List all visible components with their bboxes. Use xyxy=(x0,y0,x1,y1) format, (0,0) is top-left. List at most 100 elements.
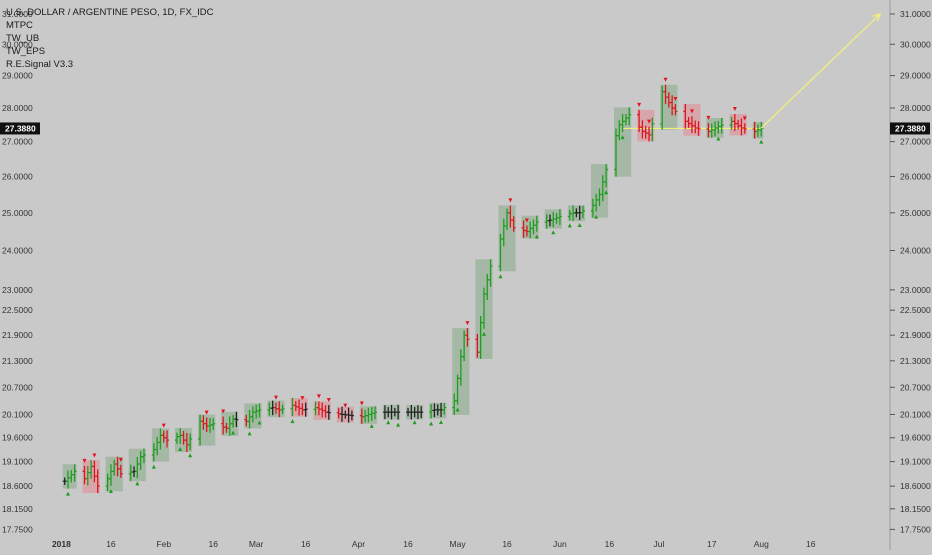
signal-marker-76 xyxy=(412,420,417,425)
left-price-tick-2: 18.6000 xyxy=(2,481,33,491)
indicator-re-signal[interactable]: R.E.Signal V3.3 xyxy=(6,59,74,70)
right-price-tick-13: 26.0000 xyxy=(900,172,931,182)
projection-arrow-layer xyxy=(760,12,882,129)
signal-marker-100 xyxy=(524,218,529,223)
right-price-tick-17: 30.0000 xyxy=(900,39,931,49)
right-price-tick-1: 18.1500 xyxy=(900,504,931,514)
signal-marker-67 xyxy=(369,423,374,428)
left-price-tick-13: 26.0000 xyxy=(2,172,33,182)
left-price-axis[interactable]: 17.7500 18.1500 18.6000 19.1000 19.6000 20.10… xyxy=(0,9,40,534)
signal-marker-7 xyxy=(92,453,97,458)
time-tick-8: May xyxy=(450,539,467,549)
projection-arrowhead-0 xyxy=(872,12,882,22)
signal-marker-46 xyxy=(273,395,278,400)
last-price-badge-text-left: 27.3880 xyxy=(5,123,36,133)
time-tick-9: 16 xyxy=(502,539,512,549)
left-price-tick-3: 19.1000 xyxy=(2,457,33,467)
left-price-tick-6: 20.7000 xyxy=(2,382,33,392)
left-price-tick-5: 20.1000 xyxy=(2,409,33,419)
signal-marker-4 xyxy=(82,458,87,463)
indicator-mtpc[interactable]: MTPC xyxy=(6,20,33,31)
signal-marker-1 xyxy=(66,491,71,496)
signal-marker-88 xyxy=(465,321,470,326)
signal-marker-10 xyxy=(108,489,113,494)
last-price-badge-right xyxy=(890,122,930,135)
right-price-tick-7: 21.3000 xyxy=(900,356,931,366)
left-price-tick-4: 19.6000 xyxy=(2,433,33,443)
signal-marker-133 xyxy=(673,96,678,101)
signal-marker-124 xyxy=(637,102,642,107)
week-box-0 xyxy=(62,464,77,489)
left-price-tick-17: 30.0000 xyxy=(2,39,33,49)
chart-legend: U.S. DOLLAR / ARGENTINE PESO, 1D, FX_IDC… xyxy=(6,6,213,71)
right-price-tick-16: 29.0000 xyxy=(900,71,931,81)
signal-marker-91 xyxy=(481,331,486,336)
right-price-tick-6: 20.7000 xyxy=(900,382,931,392)
right-price-tick-12: 25.0000 xyxy=(900,208,931,218)
signal-marker-34 xyxy=(221,409,226,414)
time-tick-13: 17 xyxy=(707,539,717,549)
right-price-tick-4: 19.6000 xyxy=(900,433,931,443)
signal-marker-22 xyxy=(161,423,166,428)
last-price-badge-text-right: 27.3880 xyxy=(895,123,926,133)
signal-marker-130 xyxy=(663,77,668,82)
signal-marker-151 xyxy=(759,139,764,144)
signal-marker-145 xyxy=(732,106,737,111)
signal-marker-13 xyxy=(118,457,123,462)
right-price-tick-0: 17.7500 xyxy=(900,524,931,534)
box-layer xyxy=(62,84,764,494)
signal-marker-43 xyxy=(257,420,262,425)
time-tick-5: 16 xyxy=(301,539,311,549)
right-price-tick-5: 20.1000 xyxy=(900,409,931,419)
signal-marker-31 xyxy=(204,410,209,415)
right-price-tick-11: 24.0000 xyxy=(900,246,931,256)
time-tick-2: Feb xyxy=(156,539,171,549)
last-price-badge-left xyxy=(0,122,40,135)
signal-marker-70 xyxy=(386,420,391,425)
signal-marker-97 xyxy=(508,198,513,203)
signal-marker-136 xyxy=(689,109,694,114)
left-price-tick-12: 25.0000 xyxy=(2,208,33,218)
signal-marker-139 xyxy=(706,115,711,120)
left-price-tick-0: 17.7500 xyxy=(2,524,33,534)
signal-marker-52 xyxy=(300,396,305,401)
indicator-tw-eps[interactable]: TW_EPS xyxy=(6,46,46,57)
signal-marker-73 xyxy=(396,422,401,427)
signal-marker-64 xyxy=(359,401,364,406)
signal-marker-25 xyxy=(178,446,183,451)
right-price-tick-14: 27.0000 xyxy=(900,137,931,147)
time-axis[interactable]: 2018 16 Feb 16 Mar 16 Apr 16 May 16 Jun 16 Jul 17 Aug 1… xyxy=(52,539,816,549)
left-price-tick-10: 23.0000 xyxy=(2,285,33,295)
indicator-tw-ub[interactable]: TW_UB xyxy=(6,33,40,44)
signal-marker-37 xyxy=(231,430,236,435)
time-tick-15: 16 xyxy=(806,539,816,549)
left-price-tick-8: 21.9000 xyxy=(2,330,33,340)
signal-marker-112 xyxy=(577,223,582,228)
symbol-title[interactable]: U.S. DOLLAR / ARGENTINE PESO, 1D, FX_IDC xyxy=(6,7,214,18)
right-price-tick-8: 21.9000 xyxy=(900,330,931,340)
time-tick-4: Mar xyxy=(249,539,264,549)
signal-dots-layer xyxy=(66,77,764,496)
signal-marker-85 xyxy=(455,407,460,412)
signal-marker-94 xyxy=(498,274,503,279)
time-tick-12: Jul xyxy=(653,539,664,549)
signal-marker-55 xyxy=(316,394,321,399)
left-price-tick-9: 22.5000 xyxy=(2,305,33,315)
time-tick-14: Aug xyxy=(754,539,769,549)
signal-marker-148 xyxy=(742,116,747,121)
week-box-19 xyxy=(498,205,516,272)
signal-marker-127 xyxy=(647,119,652,124)
signal-marker-82 xyxy=(439,419,444,424)
right-price-tick-2: 18.6000 xyxy=(900,481,931,491)
week-box-25 xyxy=(637,109,655,142)
signal-marker-16 xyxy=(135,481,140,486)
signal-marker-115 xyxy=(594,214,599,219)
signal-marker-40 xyxy=(247,431,252,436)
right-price-tick-3: 19.1000 xyxy=(900,457,931,467)
signal-marker-109 xyxy=(567,223,572,228)
left-price-tick-18: 31.0000 xyxy=(2,9,33,19)
ohlc-bars-layer xyxy=(62,84,764,494)
right-price-axis[interactable]: 17.7500 18.1500 18.6000 19.1000 19.6000 20.10… xyxy=(890,9,931,534)
